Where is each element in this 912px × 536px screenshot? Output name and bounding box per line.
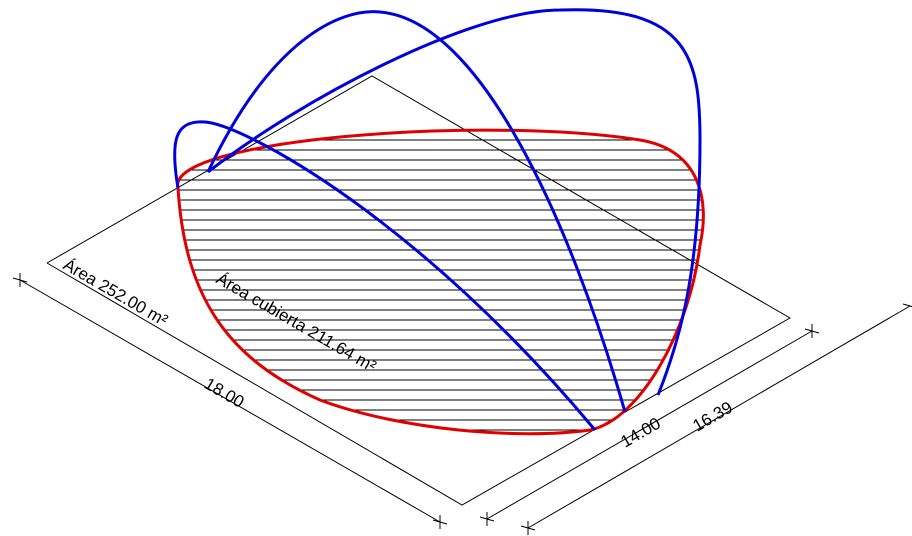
dimension-18-label: 18.00 [201,374,247,412]
plot-area-label: Área 252.00 m² [60,255,171,330]
arches [173,8,702,431]
arch-small [173,120,597,431]
covered-area-perimeter [176,128,705,436]
arch-middle [206,10,627,413]
dimension-16-label: 16.39 [690,398,736,436]
dimension-14-label: 14.00 [618,414,664,452]
dimension-lines [12,273,912,535]
plot-outline [46,75,792,506]
arch-large [207,8,702,396]
